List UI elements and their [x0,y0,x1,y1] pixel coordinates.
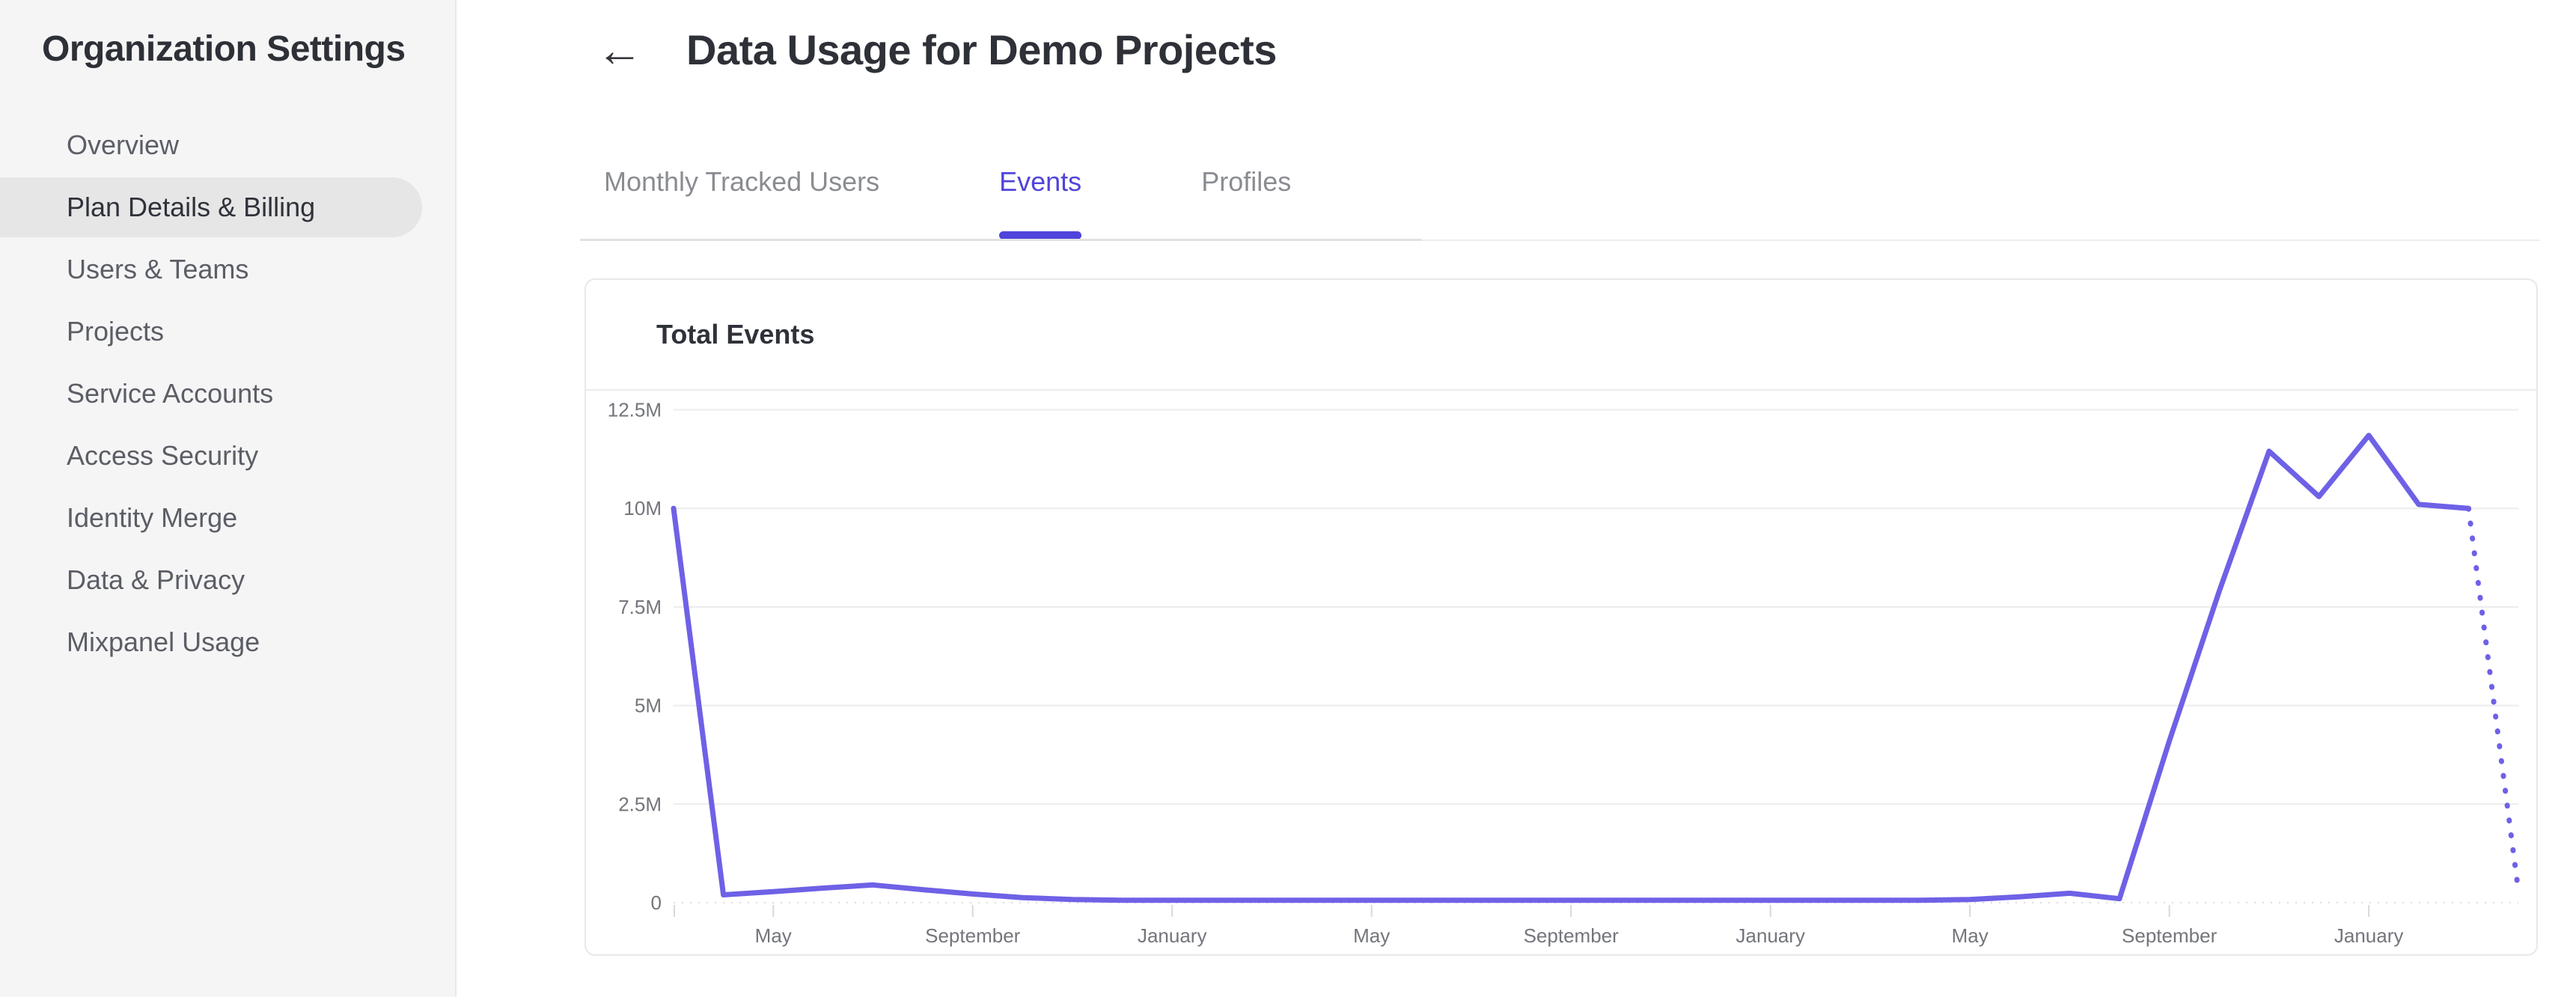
tab-bar-divider-light [1422,240,2539,241]
back-button[interactable]: ← [593,22,646,78]
y-axis-label: 7.5M [618,596,662,618]
card-header: Total Events [586,280,2536,391]
x-axis-label: September [925,924,1021,947]
sidebar-item-mixpanel-usage[interactable]: Mixpanel Usage [0,612,457,672]
sidebar-item-access-security[interactable]: Access Security [0,426,457,486]
sidebar-title: Organization Settings [42,29,406,69]
sidebar-item-label: Plan Details & Billing [67,192,316,222]
x-axis-label: May [1353,924,1390,947]
tab-label: Events [999,166,1082,197]
tab-label: Profiles [1201,166,1292,197]
sidebar-item-data-privacy[interactable]: Data & Privacy [0,550,457,610]
y-axis-label: 0 [651,891,662,914]
y-axis-label: 10M [623,497,662,519]
sidebar-item-label: Users & Teams [67,254,249,284]
back-arrow-icon: ← [596,24,643,76]
sidebar-item-plan-details-billing[interactable]: Plan Details & Billing [0,177,422,237]
sidebar-nav: Overview Plan Details & Billing Users & Te… [0,113,457,674]
total-events-line [671,433,2471,903]
tab-bar-divider [580,239,1422,241]
sidebar-item-label: Mixpanel Usage [67,626,260,657]
x-axis-label: January [1138,924,1207,947]
sidebar-item-label: Identity Merge [67,502,238,533]
sidebar-item-service-accounts[interactable]: Service Accounts [0,364,457,424]
x-axis-label: September [1524,924,1620,947]
y-axis-label: 5M [635,695,662,717]
tab-bar: Monthly Tracked Users Events Profiles [604,166,1291,241]
x-axis-label: May [1952,924,1989,947]
y-axis-label: 12.5M [608,399,662,421]
total-events-line-projected [2465,505,2521,894]
sidebar: Organization Settings Overview Plan Detai… [0,0,457,997]
card-title: Total Events [656,319,815,350]
x-axis-label: September [2122,924,2218,947]
sidebar-item-label: Service Accounts [67,378,274,409]
sidebar-item-identity-merge[interactable]: Identity Merge [0,488,457,548]
x-axis-label: January [1736,924,1805,947]
sidebar-item-label: Overview [67,129,180,160]
sidebar-item-overview[interactable]: Overview [0,115,457,175]
x-axis-label: January [2334,924,2404,947]
y-axis-label: 2.5M [618,793,662,815]
sidebar-item-users-teams[interactable]: Users & Teams [0,240,457,299]
page-title: Data Usage for Demo Projects [686,26,1277,73]
tab-events[interactable]: Events [999,166,1082,241]
sidebar-item-label: Projects [67,316,165,347]
tab-label: Monthly Tracked Users [604,166,880,197]
total-events-chart: 0 2.5M 5M 7.5M 10M 12.5M May September January Ma… [608,399,2521,947]
tab-profiles[interactable]: Profiles [1201,166,1291,241]
tab-monthly-tracked-users[interactable]: Monthly Tracked Users [604,166,879,241]
sidebar-item-projects[interactable]: Projects [0,302,457,362]
x-axis-label: May [755,924,792,947]
sidebar-item-label: Access Security [67,440,259,471]
sidebar-item-label: Data & Privacy [67,564,245,595]
